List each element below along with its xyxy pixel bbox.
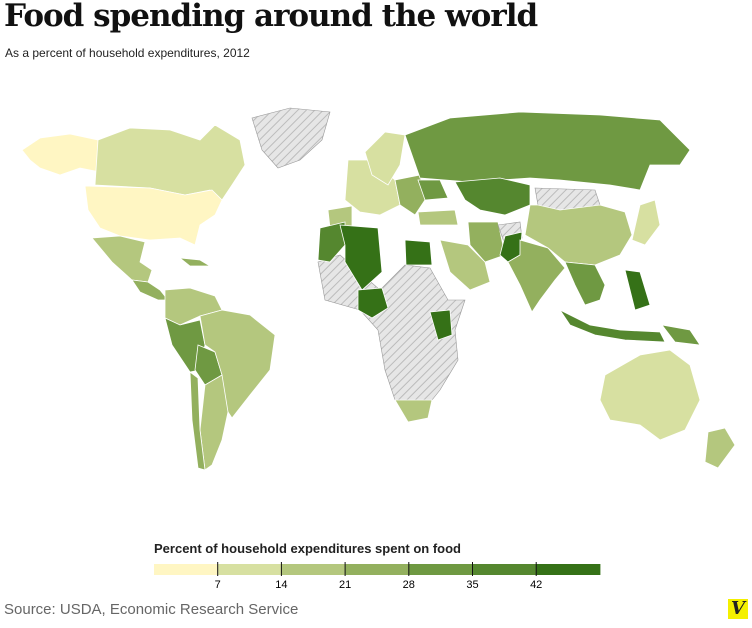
region-argentina bbox=[199, 374, 229, 471]
region-indonesia bbox=[558, 308, 666, 343]
region-ukraine bbox=[417, 179, 449, 201]
source-note: Source: USDA, Economic Research Service bbox=[4, 601, 299, 618]
page-title: Food spending around the world bbox=[4, 0, 538, 34]
region-japan bbox=[631, 199, 661, 246]
region-kenya bbox=[429, 309, 453, 341]
region-brazil bbox=[199, 309, 276, 419]
legend-bin bbox=[217, 564, 282, 575]
legend-scale: 7 14 21 28 35 42 bbox=[154, 562, 601, 590]
region-china bbox=[524, 204, 633, 266]
region-south-africa bbox=[394, 399, 433, 423]
region-papua bbox=[661, 324, 701, 346]
legend-tick-label: 28 bbox=[403, 579, 415, 590]
legend-tick-label: 7 bbox=[215, 579, 221, 590]
world-map bbox=[21, 107, 736, 471]
region-iran bbox=[467, 221, 506, 263]
region-australia bbox=[599, 349, 701, 441]
legend-bin bbox=[408, 564, 473, 575]
legend-tick-label: 35 bbox=[466, 579, 478, 590]
region-central-america bbox=[131, 279, 169, 301]
region-new-zealand bbox=[704, 427, 736, 469]
region-egypt bbox=[404, 239, 433, 266]
region-kazakhstan bbox=[454, 177, 531, 216]
region-russia bbox=[404, 111, 691, 191]
region-scandinavia bbox=[364, 131, 406, 186]
vox-logo: V bbox=[728, 599, 748, 619]
region-caribbean bbox=[178, 257, 212, 267]
subtitle: As a percent of household expenditures, … bbox=[5, 46, 250, 60]
region-southeast-asia bbox=[564, 261, 606, 306]
legend-tick-label: 42 bbox=[530, 579, 542, 590]
region-africa-other bbox=[317, 254, 466, 401]
legend-bin bbox=[154, 564, 219, 575]
legend-bin bbox=[536, 564, 601, 575]
region-india bbox=[507, 239, 566, 313]
region-morocco bbox=[317, 221, 346, 263]
legend-tick-label: 14 bbox=[275, 579, 287, 590]
legend-bin bbox=[281, 564, 346, 575]
region-saudi-arabia bbox=[439, 239, 491, 291]
legend-bin bbox=[472, 564, 537, 575]
region-mexico bbox=[91, 235, 153, 283]
region-turkey bbox=[417, 209, 459, 226]
region-philippines bbox=[624, 269, 651, 311]
region-united-states bbox=[84, 185, 223, 246]
region-alaska bbox=[21, 133, 101, 176]
legend-title: Percent of household expenditures spent … bbox=[154, 541, 461, 556]
legend-bin bbox=[345, 564, 410, 575]
region-eastern-europe bbox=[394, 174, 426, 216]
legend-tick-label: 21 bbox=[339, 579, 351, 590]
region-nigeria bbox=[357, 287, 389, 319]
region-chile bbox=[189, 371, 206, 471]
region-greenland bbox=[251, 107, 331, 169]
